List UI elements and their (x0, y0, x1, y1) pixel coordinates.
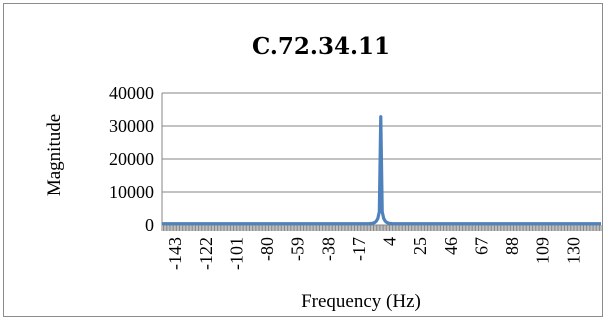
x-tick-label: -143 (165, 237, 185, 270)
y-tick-label: 10000 (109, 182, 154, 202)
x-tick-label: -17 (349, 237, 369, 261)
x-tick-label: 130 (563, 237, 583, 264)
y-axis-ticks: 40000 30000 20000 10000 0 (109, 83, 154, 235)
y-tick-label: 40000 (109, 83, 154, 103)
x-tick-label: -80 (257, 237, 277, 261)
y-tick-label: 30000 (109, 116, 154, 136)
y-tick-label: 20000 (109, 149, 154, 169)
chart-area: C.72.34.11 40000 30000 20000 10000 0 -143 -12… (3, 3, 603, 317)
x-tick-label: 109 (533, 237, 553, 264)
series-layer (161, 115, 602, 226)
chart-title: C.72.34.11 (252, 33, 390, 60)
x-tick-label: 88 (502, 237, 522, 255)
x-tick-label: 25 (410, 237, 430, 255)
x-tick-label: -101 (226, 237, 246, 270)
x-tick-label: -59 (288, 237, 308, 261)
x-axis-ticks: -143 -122 -101 -80 -59 -38 -17 4 25 46 67 88 109 130 (161, 225, 602, 270)
x-tick-label: 46 (441, 237, 461, 255)
series-line (161, 115, 602, 226)
y-tick-label: 0 (145, 215, 154, 235)
y-axis-title: Magnitude (44, 114, 65, 196)
chart-svg: C.72.34.11 40000 30000 20000 10000 0 -143 -12… (44, 33, 602, 312)
x-axis-title: Frequency (Hz) (301, 291, 421, 312)
x-tick-label: 67 (471, 237, 491, 255)
x-tick-label: -122 (196, 237, 216, 270)
x-tick-label: -38 (318, 237, 338, 261)
x-tick-label: 4 (380, 237, 400, 246)
